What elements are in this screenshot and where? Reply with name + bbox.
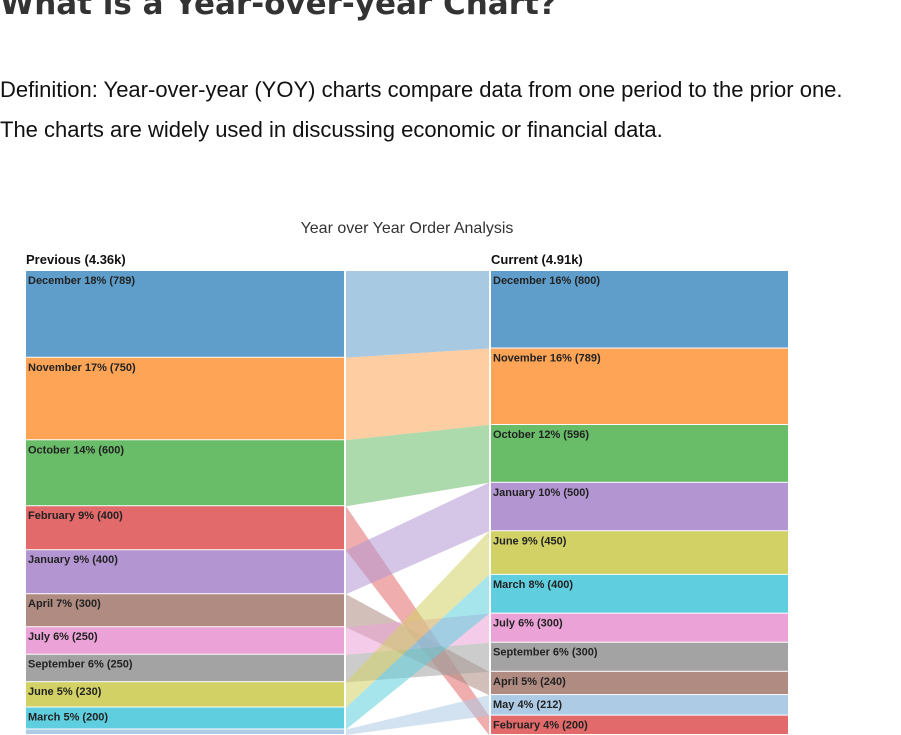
previous-label-april: April 7% (300): [28, 598, 101, 610]
current-label-july: July 6% (300): [493, 618, 563, 630]
flow-link-january: [346, 482, 489, 595]
previous-bar-april: [26, 594, 344, 627]
previous-bar-november: [26, 357, 344, 440]
page-title: What is a Year-over-year Chart?: [0, 0, 557, 22]
previous-bar-may: [26, 729, 344, 734]
current-bar-february: [491, 715, 788, 734]
definition-text: Definition: Year-over-year (YOY) charts …: [0, 77, 843, 142]
previous-label-december: December 18% (789): [28, 275, 135, 287]
current-bar-april: [491, 671, 788, 695]
previous-bar-september: [26, 654, 344, 682]
previous-label-october: October 14% (600): [28, 444, 124, 456]
current-label-march: March 8% (400): [493, 579, 573, 591]
previous-label-january: January 9% (400): [28, 554, 118, 566]
current-bar-march: [491, 574, 788, 613]
previous-bar-january: [26, 550, 344, 594]
current-column: December 16% (800) November 16% (789) Octo…: [491, 271, 788, 734]
previous-label-november: November 17% (750): [28, 362, 136, 374]
current-bar-november: [491, 348, 788, 425]
current-label-september: September 6% (300): [493, 647, 598, 659]
current-label-november: November 16% (789): [493, 353, 601, 365]
current-bar-july: [491, 613, 788, 642]
yoy-sankey-chart: December 18% (789) November 17% (750) Octo…: [26, 220, 788, 735]
previous-bar-october: [26, 440, 344, 506]
current-bar-january: [491, 482, 788, 531]
current-bar-may: [491, 695, 788, 715]
current-bar-september: [491, 642, 788, 671]
flow-link-december: [346, 271, 489, 358]
current-column-header: Current (4.91k): [491, 252, 583, 267]
previous-bar-june: [26, 682, 344, 707]
flow-link-march: [346, 574, 489, 730]
current-bar-june: [491, 531, 788, 574]
flow-link-october: [346, 425, 489, 507]
previous-bar-december: [26, 271, 344, 357]
current-bar-october: [491, 425, 788, 482]
previous-label-june: June 5% (230): [28, 686, 102, 698]
previous-label-march: March 5% (200): [28, 712, 108, 724]
current-label-february: February 4% (200): [493, 720, 588, 732]
current-label-april: April 5% (240): [493, 676, 566, 688]
flow-link-november: [346, 348, 489, 441]
previous-label-february: February 9% (400): [28, 510, 123, 522]
flow-link-june: [346, 531, 489, 708]
flow-link-may: [346, 695, 489, 735]
current-bar-december: [491, 271, 788, 348]
chart-title: Year over Year Order Analysis: [301, 220, 514, 237]
current-label-december: December 16% (800): [493, 275, 600, 287]
current-label-may: May 4% (212): [493, 699, 562, 711]
current-label-june: June 9% (450): [493, 535, 567, 547]
flow-links: [346, 271, 489, 735]
previous-column: December 18% (789) November 17% (750) Octo…: [26, 271, 344, 734]
previous-bar-july: [26, 627, 344, 654]
previous-label-july: July 6% (250): [28, 631, 98, 643]
previous-bar-february: [26, 506, 344, 550]
current-label-january: January 10% (500): [493, 487, 589, 499]
previous-bar-march: [26, 707, 344, 729]
previous-column-header: Previous (4.36k): [26, 252, 126, 267]
current-label-october: October 12% (596): [493, 429, 589, 441]
previous-label-september: September 6% (250): [28, 659, 133, 671]
